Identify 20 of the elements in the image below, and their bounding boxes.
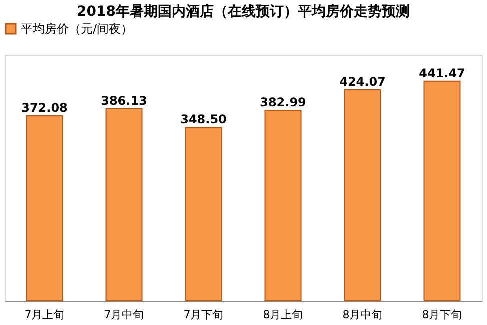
data-label: 382.99 — [260, 95, 306, 110]
x-tick-label: 8月中旬 — [342, 308, 383, 322]
data-label: 424.07 — [340, 75, 386, 90]
legend-label: 平均房价（元/间夜） — [21, 22, 134, 36]
data-label: 441.47 — [419, 66, 466, 80]
x-tick-label: 7月中旬 — [104, 308, 144, 322]
x-tick-label: 7月上旬 — [24, 308, 65, 322]
x-tick-label: 7月下旬 — [184, 308, 224, 322]
data-label: 348.50 — [180, 112, 227, 127]
bar — [26, 115, 64, 302]
bar — [264, 110, 302, 302]
x-tick-label: 8月下旬 — [422, 308, 462, 322]
data-label: 372.08 — [22, 100, 68, 115]
bar — [424, 80, 461, 302]
chart-title: 2018年暑期国内酒店（在线预订）平均房价走势预测 — [77, 3, 410, 20]
bar — [185, 127, 222, 302]
bar — [106, 108, 143, 302]
x-tick-label: 8月上旬 — [263, 308, 304, 322]
bar — [344, 90, 382, 302]
data-label: 386.13 — [101, 94, 148, 108]
